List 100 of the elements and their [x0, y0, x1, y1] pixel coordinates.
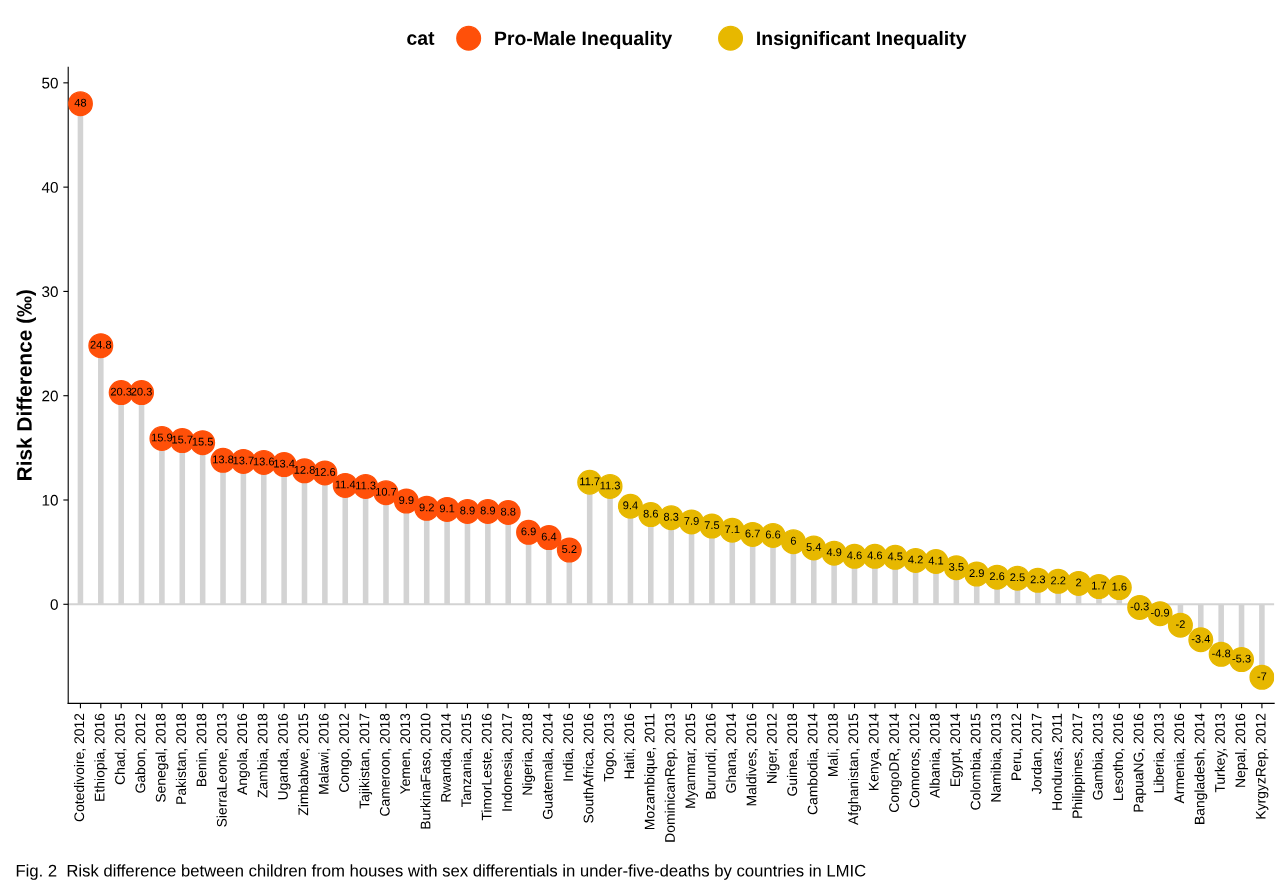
data-label: 7.1	[725, 525, 740, 534]
x-tick-label: Cambodia, 2014	[807, 713, 820, 815]
data-label: -2	[1175, 620, 1185, 629]
data-label: 2.2	[1051, 576, 1066, 585]
data-label: 7.5	[704, 521, 720, 530]
x-tick-label: Tanzania, 2015	[460, 713, 473, 807]
data-label: -5.3	[1232, 654, 1251, 663]
x-tick-label: Honduras, 2011	[1051, 713, 1064, 810]
x-tick-label: Liberia, 2013	[1153, 713, 1166, 793]
data-label: 13.6	[253, 457, 275, 466]
data-label: 9.1	[439, 504, 455, 513]
x-tick-label: Armenia, 2016	[1173, 713, 1186, 804]
x-tick-label: PapuaNG, 2016	[1133, 713, 1147, 812]
data-label: 4.1	[928, 556, 944, 565]
data-label: 15.5	[192, 437, 213, 446]
data-label: 3.5	[949, 562, 964, 571]
x-tick-label: Gabon, 2012	[135, 713, 147, 793]
x-tick-label: DominicanRep, 2013	[664, 713, 678, 842]
x-tick-label: Turkey, 2013	[1214, 713, 1228, 793]
x-tick-label: Maldives, 2016	[746, 713, 759, 806]
point	[780, 529, 806, 555]
data-label: 4.2	[908, 555, 923, 564]
x-tick-label: Nepal, 2016	[1235, 713, 1249, 787]
data-label: 13.8	[213, 455, 234, 464]
data-label: 6	[790, 536, 796, 545]
x-tick-label: Togo, 2013	[603, 713, 617, 782]
x-tick-label: Jordan, 2017	[1031, 713, 1044, 794]
caption: Fig. 2 Risk difference between children from houses with sex differentials in under-five-deaths by countries in LMIC	[16, 864, 866, 880]
data-label: 4.5	[887, 552, 903, 561]
x-tick-label: Bangladesh, 2014	[1194, 713, 1208, 824]
data-label: 4.6	[847, 551, 862, 560]
x-tick-label: Namibia, 2013	[990, 713, 1003, 802]
data-label: 1.7	[1092, 581, 1107, 590]
x-tick-label: Albania, 2018	[929, 713, 942, 798]
data-label: 2.6	[989, 572, 1005, 581]
x-tick-label: Lesotho, 2016	[1112, 713, 1125, 800]
data-label: 48	[74, 98, 87, 107]
x-tick-label: Myanmar, 2015	[685, 713, 699, 808]
x-tick-label: Kenya, 2014	[868, 713, 882, 790]
data-label: 2.3	[1030, 575, 1046, 584]
x-tick-label: Rwanda, 2014	[440, 713, 453, 802]
x-tick-label: Angola, 2016	[236, 713, 250, 795]
data-label: 9.4	[623, 501, 638, 510]
x-tick-label: Congo, 2012	[339, 713, 352, 792]
data-label: 11.4	[335, 480, 356, 489]
data-label: 8.9	[460, 506, 475, 515]
x-tick-label: Colombia, 2015	[970, 713, 983, 810]
data-label: 9.9	[399, 496, 414, 505]
data-label: 10.7	[376, 487, 397, 496]
x-tick-label: Haiti, 2016	[623, 713, 636, 779]
x-tick-label: TimorLeste, 2016	[481, 713, 494, 821]
x-tick-label: Malawi, 2016	[318, 713, 331, 794]
x-tick-label: Peru, 2012	[1011, 713, 1023, 780]
data-label: 8.8	[500, 507, 516, 516]
data-label: 2.9	[969, 569, 984, 578]
x-tick-label: Yemen, 2013	[400, 713, 412, 795]
x-tick-label: Gambia, 2013	[1092, 713, 1105, 800]
x-tick-label: Zambia, 2018	[257, 713, 270, 798]
x-tick-label: Egypt, 2014	[950, 713, 963, 787]
data-label: 6.7	[745, 529, 760, 538]
data-label: 20.3	[131, 387, 152, 396]
data-label: 6.4	[541, 532, 557, 541]
x-tick-label: Ethiopia, 2016	[94, 713, 108, 801]
data-label: 4.6	[867, 551, 883, 560]
data-label: 8.3	[663, 512, 679, 521]
data-label: -7	[1257, 672, 1267, 681]
data-label: 8.6	[643, 509, 659, 518]
x-tick-label: Comoros, 2012	[909, 713, 921, 808]
data-label: 12.8	[294, 465, 315, 474]
x-tick-label: Uganda, 2016	[277, 713, 291, 800]
data-label: 11.3	[600, 481, 620, 490]
data-label: 20.3	[110, 387, 132, 396]
x-tick-label: SouthAfrica, 2016	[583, 713, 596, 823]
data-label: 8.9	[480, 506, 496, 515]
x-tick-label: Cameroon, 2018	[379, 713, 392, 816]
data-label: -0.3	[1130, 602, 1149, 611]
legend-label: Insignificant Inequality	[757, 30, 967, 50]
data-label: -3.4	[1191, 634, 1211, 643]
x-tick-label: Mali, 2018	[827, 713, 840, 777]
data-label: 5.4	[806, 543, 822, 551]
data-label: 13.4	[274, 459, 295, 468]
data-label: 11.3	[356, 481, 376, 490]
data-label: 2.5	[1010, 573, 1025, 582]
data-label: 9.2	[419, 503, 434, 512]
x-tick-label: Senegal, 2018	[155, 713, 169, 803]
data-label: 6.6	[765, 530, 781, 539]
x-tick-label: Cotedivoire, 2012	[73, 713, 86, 822]
y-tick-label: 40	[41, 182, 58, 193]
y-tick-label: 20	[42, 390, 58, 402]
y-tick-label: 30	[42, 286, 58, 298]
x-tick-label: Indonesia, 2017	[501, 713, 514, 811]
x-tick-label: Burundi, 2016	[705, 713, 718, 799]
data-label: 12.6	[314, 468, 336, 476]
x-tick-label: Chad, 2015	[114, 713, 127, 785]
x-tick-label: SierraLeone, 2013	[216, 713, 229, 827]
data-label: 13.7	[233, 456, 254, 465]
x-tick-label: Philippines, 2017	[1072, 713, 1086, 818]
data-label: -0.9	[1150, 608, 1170, 617]
y-tick-label: 0	[50, 599, 58, 610]
x-tick-label: Nigeria, 2018	[522, 713, 536, 795]
